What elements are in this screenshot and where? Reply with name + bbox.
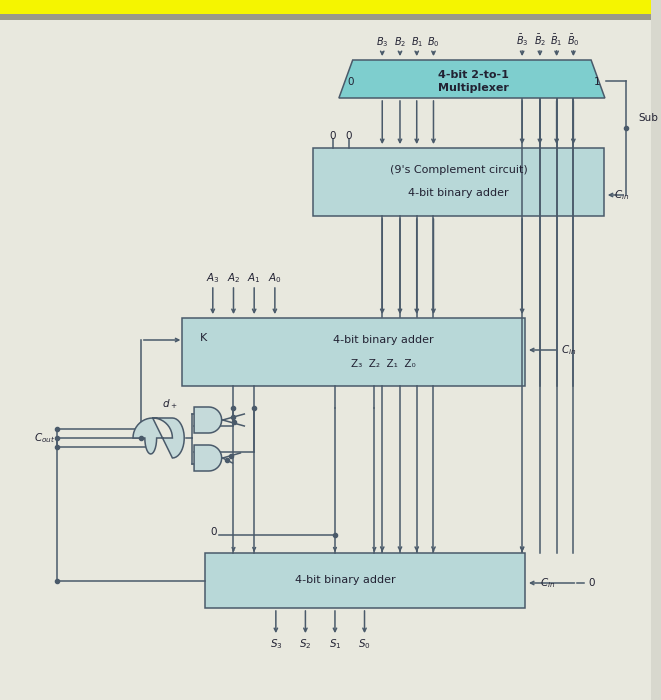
Text: 4-bit binary adder: 4-bit binary adder [333, 335, 434, 345]
Text: 0: 0 [588, 578, 595, 588]
Text: $A_1$: $A_1$ [247, 271, 261, 285]
Text: 4-bit binary adder: 4-bit binary adder [295, 575, 396, 585]
Text: $C_{in}$: $C_{in}$ [561, 343, 576, 357]
Text: $d_+$: $d_+$ [162, 397, 177, 411]
Text: $B_3$: $B_3$ [376, 35, 389, 49]
Text: $B_0$: $B_0$ [427, 35, 440, 49]
Text: 4-bit binary adder: 4-bit binary adder [408, 188, 509, 198]
Bar [0, 0, 651, 14]
Text: (9's Complement circuit): (9's Complement circuit) [390, 165, 527, 175]
Text: $C_{in}$: $C_{in}$ [540, 576, 555, 590]
Text: $\bar{B}_2$: $\bar{B}_2$ [533, 32, 546, 48]
Text: $\bar{B}_0$: $\bar{B}_0$ [567, 32, 580, 48]
Text: $B_1$: $B_1$ [410, 35, 423, 49]
Text: 0: 0 [346, 131, 352, 141]
Text: $C_{out}$: $C_{out}$ [34, 431, 55, 445]
Text: $A_0$: $A_0$ [268, 271, 282, 285]
Text: 1: 1 [594, 77, 600, 87]
Bar [182, 318, 525, 386]
Bar [0, 14, 651, 20]
Text: Sub: Sub [639, 113, 658, 123]
Text: $S_0$: $S_0$ [358, 637, 371, 651]
Text: Multiplexer: Multiplexer [438, 83, 510, 93]
Text: 4-bit 2-to-1: 4-bit 2-to-1 [438, 70, 510, 80]
Text: $\bar{B}_1$: $\bar{B}_1$ [551, 32, 563, 48]
Text: 0: 0 [330, 131, 336, 141]
Bar [313, 148, 604, 216]
Text: 0: 0 [348, 77, 354, 87]
Polygon shape [194, 407, 221, 433]
Bar [205, 553, 525, 608]
Polygon shape [339, 60, 605, 98]
Text: $A_3$: $A_3$ [206, 271, 219, 285]
Text: Z₃  Z₂  Z₁  Z₀: Z₃ Z₂ Z₁ Z₀ [351, 359, 416, 369]
Text: $S_1$: $S_1$ [329, 637, 341, 651]
Text: $A_2$: $A_2$ [227, 271, 240, 285]
Text: $B_2$: $B_2$ [394, 35, 406, 49]
Text: $C_{in}$: $C_{in}$ [614, 188, 629, 202]
Text: K: K [200, 333, 208, 343]
Text: $S_2$: $S_2$ [299, 637, 311, 651]
Text: $\bar{B}_3$: $\bar{B}_3$ [516, 32, 528, 48]
Polygon shape [133, 418, 184, 458]
Text: 0: 0 [210, 527, 217, 537]
Polygon shape [194, 445, 221, 471]
Text: $S_3$: $S_3$ [270, 637, 282, 651]
